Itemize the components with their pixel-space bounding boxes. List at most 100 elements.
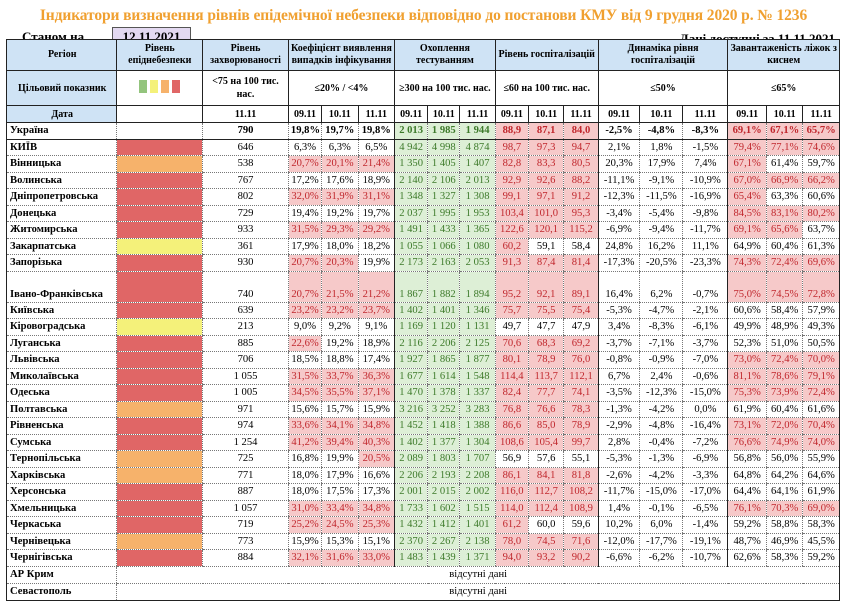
hospitalization-value: 78,9: [527, 351, 564, 369]
oxygen-beds-value: 64,8%: [727, 467, 767, 484]
oxygen-beds-value: 58,4%: [765, 302, 803, 319]
hosp-dynamics-value: -11,7%: [682, 221, 728, 239]
hospitalization-value: 47,7: [527, 318, 564, 336]
hosp-dynamics-value: -6,1%: [682, 318, 728, 336]
hosp-dynamics-value: 7,4%: [682, 155, 728, 173]
oxygen-beds-value: 49,3%: [802, 318, 840, 336]
region-name: Тернопільська: [5, 450, 117, 468]
detection-value: 17,5%: [321, 483, 359, 501]
hospitalization-value: 114,4: [494, 368, 529, 385]
hospitalization-value: 120,1: [527, 221, 564, 239]
hosp-dynamics-value: -0,1%: [639, 500, 683, 517]
epidemic-indicators-table: Регіон Рівень епіднебезпеки Рівень захво…: [5, 39, 840, 601]
hosp-dynamics-value: -5,3%: [597, 450, 640, 468]
hospitalization-value: 59,1: [527, 238, 564, 255]
table-row: Запорізька 930 20,7% 20,3% 19,9% 2 173 2 163 2 …: [5, 254, 840, 272]
hosp-dynamics-value: -11,5%: [639, 188, 683, 206]
testing-value: 4 874: [459, 139, 496, 156]
region-name: Донецька: [5, 205, 117, 222]
hospitalization-value: 59,6: [563, 516, 599, 534]
detection-value: 15,9%: [287, 533, 322, 550]
epidemic-level-cell: [116, 238, 203, 255]
target-hosp-dynamics: ≤50%: [597, 70, 729, 106]
testing-value: 1 515: [459, 500, 496, 517]
detection-value: 19,7%: [321, 122, 359, 140]
testing-value: 1 707: [459, 450, 496, 468]
oxygen-beds-value: 60,6%: [727, 302, 767, 319]
testing-value: 2 053: [459, 254, 496, 272]
hospitalization-value: 101,0: [527, 205, 564, 222]
date-detection-1: 09.11: [287, 105, 323, 123]
oxygen-beds-value: 65,7%: [802, 122, 840, 140]
testing-value: 3 252: [427, 401, 460, 418]
hospitalization-value: 57,6: [527, 450, 564, 468]
detection-value: 25,3%: [357, 516, 395, 534]
epidemic-level-cell: [116, 335, 203, 352]
detection-value: 6,3%: [287, 139, 322, 156]
epidemic-level-cell: [116, 254, 203, 272]
oxygen-beds-value: 74,6%: [802, 139, 840, 156]
testing-value: 1 470: [393, 384, 428, 402]
testing-value: 2 013: [459, 172, 496, 189]
hospitalization-value: 74,5: [527, 533, 564, 550]
detection-value: 33,4%: [321, 500, 359, 517]
oxygen-beds-value: 69,0%: [802, 500, 840, 517]
detection-value: 20,7%: [287, 254, 322, 272]
testing-value: 1 055: [393, 238, 428, 255]
date-detection-2: 10.11: [321, 105, 359, 123]
epidemic-level-cell: [116, 221, 203, 239]
hospitalization-value: 76,8: [494, 401, 529, 418]
date-detection-3: 11.11: [357, 105, 396, 123]
hospitalization-value: 82,4: [494, 384, 529, 402]
detection-value: 18,0%: [287, 467, 322, 484]
morbidity-value: 974: [202, 417, 289, 435]
detection-value: 15,1%: [357, 533, 395, 550]
detection-value: 31,0%: [287, 500, 322, 517]
hosp-dynamics-value: 0,0%: [682, 401, 728, 418]
detection-value: 19,4%: [287, 205, 322, 222]
epidemic-level-cell: [116, 516, 203, 534]
testing-value: 1 402: [393, 302, 428, 319]
table-row: Тернопільська 725 16,8% 19,9% 20,5% 2 089 1 80…: [5, 450, 840, 468]
hospitalization-value: 122,6: [494, 221, 529, 239]
hospitalization-value: 69,2: [563, 335, 599, 352]
hosp-dynamics-value: -4,7%: [639, 302, 683, 319]
epidemic-level-cell: [116, 368, 203, 385]
hospitalization-value: 80,1: [494, 351, 529, 369]
testing-value: 2 267: [427, 533, 460, 550]
legend-chip-red: [172, 79, 181, 93]
hospitalization-value: 85,0: [527, 417, 564, 435]
target-hospitalization: ≤60 на 100 тис. нас.: [494, 70, 599, 106]
hosp-dynamics-value: -7,1%: [639, 335, 683, 352]
hosp-dynamics-value: 16,4%: [597, 271, 640, 303]
detection-value: 16,8%: [287, 450, 322, 468]
region-name: Київська: [5, 302, 117, 319]
hospitalization-value: 74,1: [563, 384, 599, 402]
region-name: Чернігівська: [5, 549, 117, 567]
hosp-dynamics-value: -23,3%: [682, 254, 728, 272]
oxygen-beds-value: 64,4%: [727, 483, 767, 501]
oxygen-beds-value: 75,3%: [727, 384, 767, 402]
oxygen-beds-value: 74,5%: [765, 271, 803, 303]
oxygen-beds-value: 64,6%: [802, 467, 840, 484]
hospitalization-value: 84,1: [527, 467, 564, 484]
hosp-dynamics-value: -11,1%: [597, 172, 640, 189]
detection-value: 34,5%: [287, 384, 322, 402]
oxygen-beds-value: 78,6%: [765, 368, 803, 385]
detection-value: 19,9%: [357, 254, 395, 272]
hosp-dynamics-value: -8,3%: [682, 122, 728, 140]
testing-value: 3 216: [393, 401, 428, 418]
hospitalization-value: 55,1: [563, 450, 599, 468]
hosp-dynamics-value: -16,9%: [682, 188, 728, 206]
table-row: Кіровоградська 213 9,0% 9,2% 9,1% 1 169 1 120 1…: [5, 318, 840, 336]
hosp-dynamics-value: -4,2%: [639, 401, 683, 418]
hospitalization-value: 90,2: [563, 549, 599, 567]
region-name: Запорізька: [5, 254, 117, 272]
testing-value: 2 001: [393, 483, 428, 501]
hospitalization-value: 87,4: [527, 254, 564, 272]
detection-value: 31,9%: [321, 188, 359, 206]
detection-value: 19,2%: [321, 335, 359, 352]
hosp-dynamics-value: -17,7%: [639, 533, 683, 550]
detection-value: 22,6%: [287, 335, 322, 352]
morbidity-value: 767: [202, 172, 289, 189]
